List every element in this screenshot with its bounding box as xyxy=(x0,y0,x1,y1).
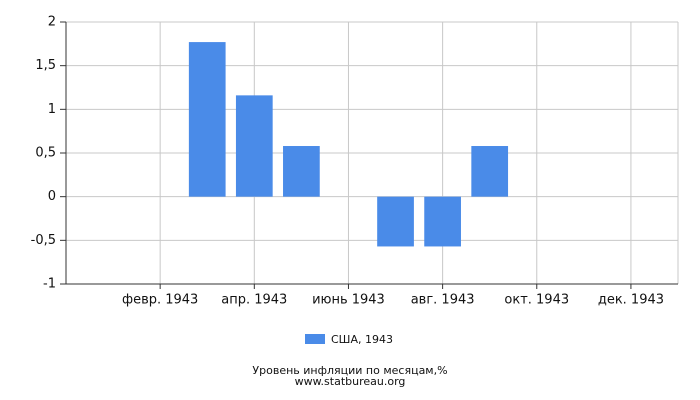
y-tick-label: 1,5 xyxy=(35,58,56,73)
legend-label: США, 1943 xyxy=(331,333,393,346)
x-tick-label: февр. 1943 xyxy=(122,293,198,308)
x-tick-label: дек. 1943 xyxy=(598,293,664,308)
y-tick-label: 2 xyxy=(48,15,56,30)
x-tick-label: окт. 1943 xyxy=(504,293,569,308)
y-tick-label: 0 xyxy=(48,189,56,204)
y-tick-label: -0,5 xyxy=(31,233,56,248)
footer-text: Уровень инфляции по месяцам,% xyxy=(252,364,447,377)
x-tick-label: авг. 1943 xyxy=(411,293,475,308)
x-tick-label: апр. 1943 xyxy=(221,293,287,308)
bar xyxy=(235,95,273,197)
legend-swatch xyxy=(305,334,325,344)
bar xyxy=(188,42,226,197)
bar xyxy=(471,146,509,197)
x-tick-label: июнь 1943 xyxy=(312,293,385,308)
y-tick-label: 0,5 xyxy=(35,146,56,161)
bar xyxy=(377,196,414,247)
y-tick-label: 1 xyxy=(48,102,56,117)
y-tick-label: -1 xyxy=(43,277,56,292)
bar xyxy=(424,196,461,247)
bar xyxy=(283,146,320,197)
footer-text: www.statbureau.org xyxy=(295,375,406,388)
